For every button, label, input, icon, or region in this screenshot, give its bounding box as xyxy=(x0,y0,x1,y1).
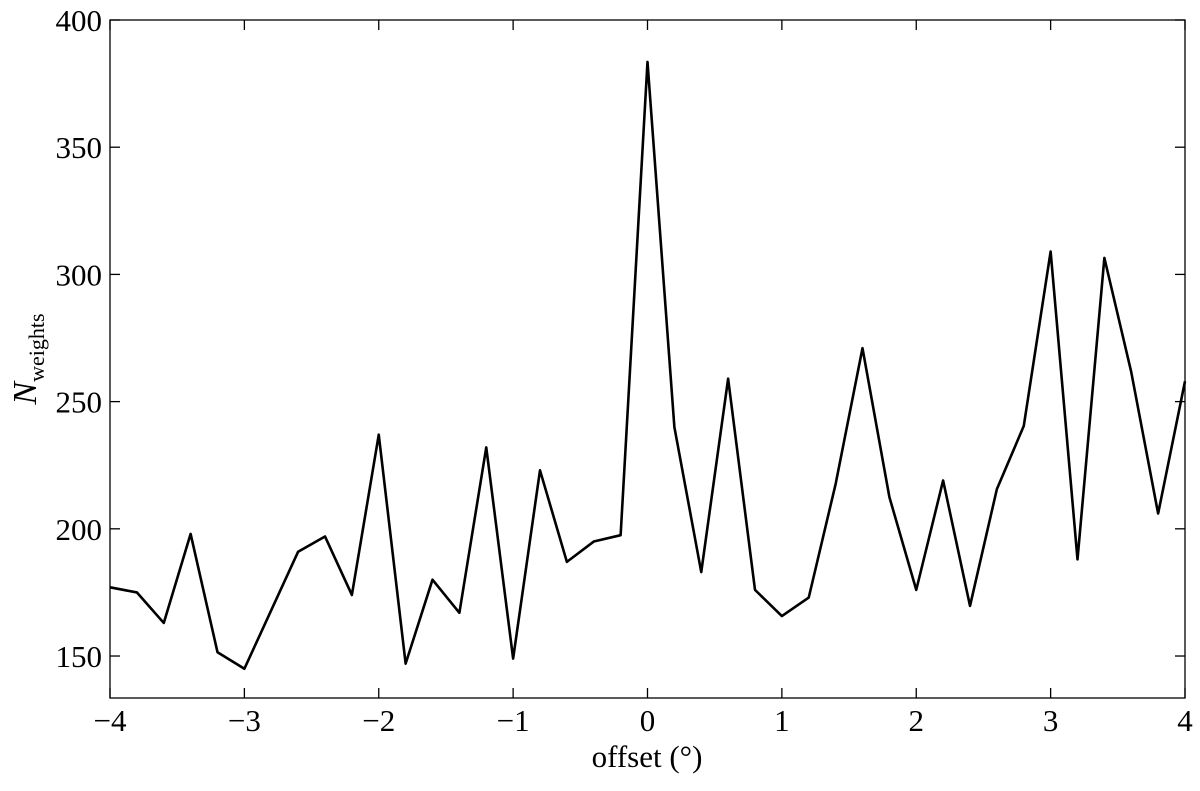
x-tick-label: −2 xyxy=(362,703,395,738)
plot-frame xyxy=(109,19,1186,699)
x-tick-label: −1 xyxy=(497,703,530,738)
x-tick-label: 0 xyxy=(640,703,656,738)
x-tick-label: 4 xyxy=(1177,703,1193,738)
y-axis-subscript: weights xyxy=(24,313,49,381)
x-tick-label: 1 xyxy=(774,703,790,738)
y-axis-label: Nweights xyxy=(7,313,49,405)
data-line xyxy=(109,60,1187,671)
y-tick-label: 300 xyxy=(56,257,103,292)
x-tick-label: 3 xyxy=(1043,703,1059,738)
x-tick-label: −3 xyxy=(228,703,261,738)
y-tick-label: 200 xyxy=(56,512,103,547)
x-tick-label: 2 xyxy=(909,703,925,738)
y-tick-label: 400 xyxy=(56,3,103,38)
y-tick-label: 350 xyxy=(56,130,103,165)
x-tick-label: −4 xyxy=(94,703,127,738)
y-axis-symbol: N xyxy=(7,380,44,406)
x-axis-label: offset (°) xyxy=(592,739,703,774)
y-tick-label: 150 xyxy=(56,639,103,674)
y-tick-label: 250 xyxy=(56,385,103,420)
